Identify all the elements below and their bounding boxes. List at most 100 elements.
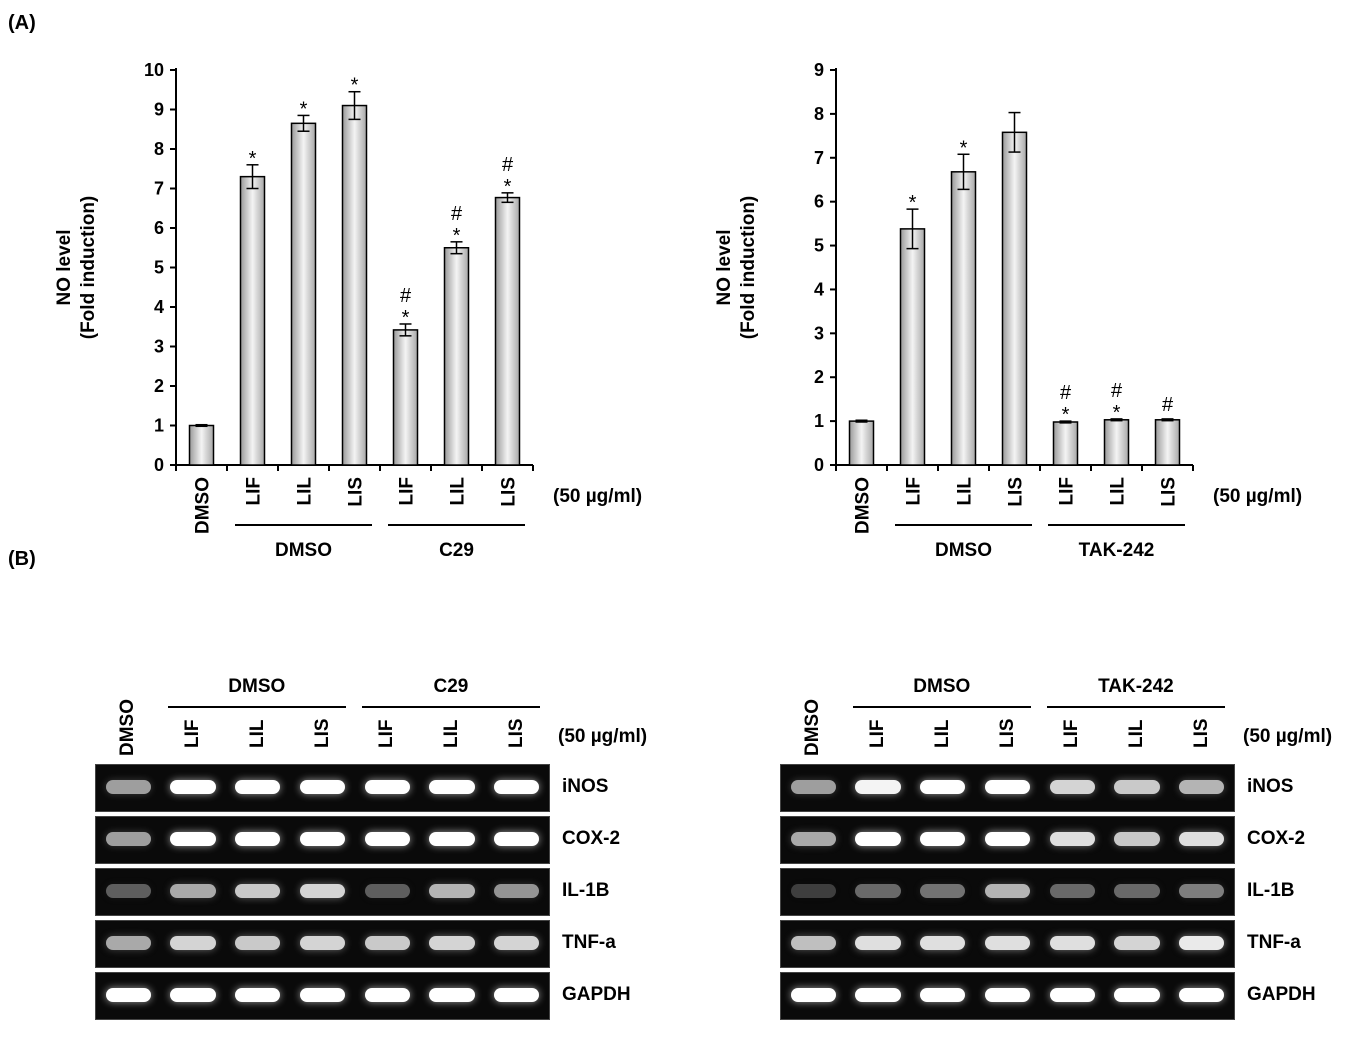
blot2-lane-label: DMSO [802,699,824,756]
blot2-band [1114,936,1160,950]
blot1-band [429,832,475,846]
chart1-concentration-label: (50 µg/ml) [553,486,642,507]
blot2-band [790,988,836,1002]
chart1-x-tick-label: LIF [397,477,418,506]
blot-left: DMSO C29 DMSO LIF LIL LIS LIF LIL LIS (50 µg/ml) i… [0,600,690,1037]
blot2-gel-row [780,816,1235,864]
blot2-band [1049,988,1095,1002]
blot1-gene-label: TNF-a [562,932,616,953]
chart1-x-tick-label: LIS [346,477,367,507]
chart2-x-tick-label: LIF [1057,477,1078,506]
chart1-hash-marker: # [451,203,463,225]
blot2-band [790,936,836,950]
blot2-band [1049,780,1095,794]
chart1-x-tick-label: DMSO [193,477,214,534]
chart2-hash-marker: # [1162,394,1174,416]
blot2-band [790,884,836,898]
blot1-band [105,780,151,794]
chart2-x-tick-label: LIS [1159,477,1180,507]
blot1-gene-label: GAPDH [562,984,631,1005]
chart2-hash-marker: # [1060,382,1072,404]
chart1-bar [188,424,215,466]
blot2-band [1049,884,1095,898]
chart2-bar [1103,419,1130,466]
chart1-bar [290,122,317,466]
blot2-gene-label: TNF-a [1247,932,1301,953]
panel-a-label: (A) [8,12,36,34]
chart1-y-tick-label: 6 [154,218,164,238]
panel-b-label: (B) [8,548,36,570]
chart2-y-tick-label: 3 [814,323,824,343]
chart2-y-tick-label: 0 [814,455,824,475]
blot2-band [1114,884,1160,898]
blot2-band [1178,832,1225,846]
blot2-band [790,780,836,794]
chart1-y-tick-label: 2 [154,376,164,396]
chart1-x-tick-label: LIL [448,477,469,506]
chart1-y-tick-label: 10 [144,60,164,80]
blot1-band [429,936,475,950]
blot2-band [984,832,1031,846]
chart2-bar [899,228,926,466]
blot1-band [493,780,540,794]
chart1-star-marker: * [351,75,359,97]
blot1-lane-label: LIF [182,719,204,749]
chart1-group-label: DMSO [275,540,332,561]
chart1-y-tick-label: 4 [154,297,164,317]
chart2-y-tick-label: 1 [814,411,824,431]
chart2-x-tick-label: LIL [955,477,976,506]
chart1-star-marker: * [453,225,461,247]
chart1-y-axis-label: NO level (Fold induction) [54,196,99,340]
blot1-band [429,780,475,794]
chart1-bar [341,104,368,466]
chart1-star-marker: * [402,307,410,329]
blot1-gel-row [95,816,550,864]
chart1-group-label: C29 [439,540,474,561]
chart1-y-tick-label: 9 [154,100,164,120]
chart2-y-tick-label: 8 [814,104,824,124]
chart1-x-tick-label: LIF [244,477,265,506]
blot2-gel-row [780,920,1235,968]
chart-a-right: 0 1 2 3 4 5 6 7 8 9 NO level (Fold induction) DMSO * L… [714,60,1302,561]
chart1-y-tick-label: 0 [154,455,164,475]
chart2-bar [848,420,875,466]
blot2-band [920,884,966,898]
blot1-band [170,884,216,898]
blot2-group-line [1046,706,1225,708]
blot1-gene-label: IL-1B [562,880,610,901]
blot1-band [493,832,540,846]
chart2-concentration-label: (50 µg/ml) [1213,486,1302,507]
blot-right: DMSO TAK-242 DMSO LIF LIL LIS LIF LIL LIS (50 µg/… [690,600,1371,1037]
chart1-y-tick-label: 5 [154,258,164,278]
blot1-band [299,988,346,1002]
blot2-band [1114,780,1160,794]
chart2-star-marker: * [1113,402,1121,424]
blot1-gel-row [95,764,550,812]
blot2-band [855,884,901,898]
blot1-band [364,936,410,950]
blot1-lane-label: LIL [440,719,462,749]
blot2-gene-label: IL-1B [1247,880,1295,901]
chart2-star-marker: * [960,137,968,159]
chart2-y-axis-label: NO level (Fold induction) [714,196,759,340]
blot2-band [855,780,901,794]
blot1-band [170,936,216,950]
blot2-band [984,884,1031,898]
chart2-bar [950,171,977,466]
chart2-y-tick-label: 6 [814,192,824,212]
blot1-band [105,832,151,846]
blot1-lane-label: LIS [311,718,333,748]
blot2-band [984,988,1031,1002]
blot1-group-label: DMSO [228,676,286,697]
chart2-bar [1001,131,1028,466]
blot2-band [984,780,1031,794]
chart1-hash-marker: # [502,154,514,176]
blot1-band [364,988,410,1002]
blot1-band [493,988,540,1002]
blot2-gene-label: COX-2 [1247,828,1306,849]
blot1-band [105,936,151,950]
blot1-band [364,832,410,846]
blot1-band [493,884,540,898]
blot1-group-label: C29 [433,676,469,697]
chart2-group-label: DMSO [935,540,992,561]
